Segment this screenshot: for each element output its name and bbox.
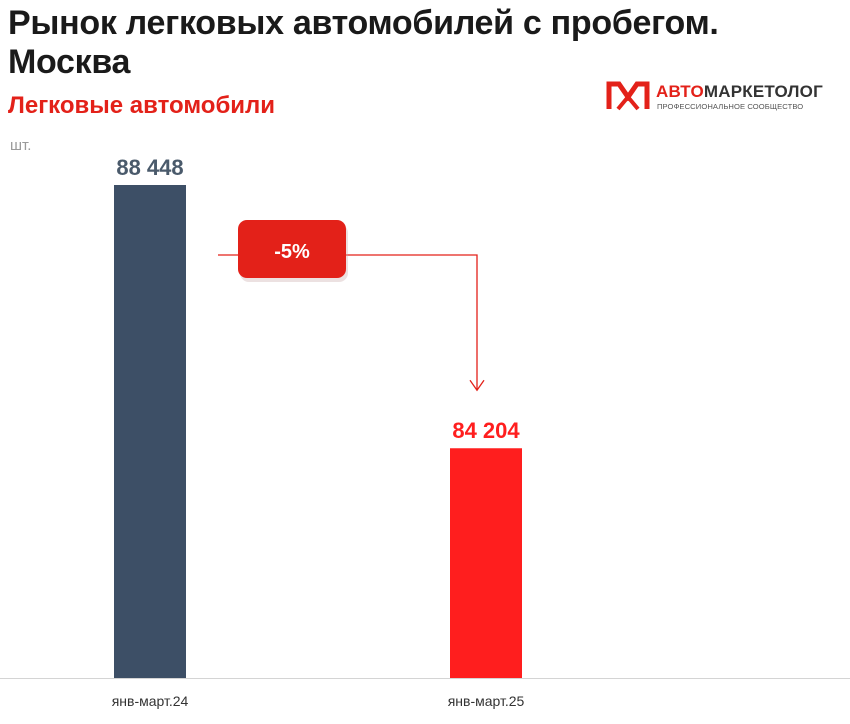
change-badge-label: -5% <box>274 241 310 263</box>
bar-2 <box>450 448 522 678</box>
data-label-2: 84 204 <box>452 418 520 443</box>
logo-name: АВТОМАРКЕТОЛОГ <box>656 82 823 102</box>
chart-title: Рынок легковых автомобилей с пробегом. М… <box>8 4 719 81</box>
logo-name-suffix: МАРКЕТОЛОГ <box>703 82 823 101</box>
data-label-1: 88 448 <box>116 155 183 180</box>
logo-tagline: ПРОФЕССИОНАЛЬНОЕ СООБЩЕСТВО <box>657 102 804 111</box>
bar-1 <box>114 185 186 678</box>
x-tick-label-1: янв-март.24 <box>112 693 189 709</box>
logo-name-prefix: АВТО <box>656 82 704 101</box>
change-arrow-head <box>469 379 485 392</box>
x-tick-label-2: янв-март.25 <box>448 693 525 709</box>
change-badge <box>238 220 346 278</box>
chart-subtitle: Легковые автомобили <box>8 92 276 119</box>
logo-mark-icon <box>606 81 650 111</box>
brand-logo: АВТОМАРКЕТОЛОГ ПРОФЕССИОНАЛЬНОЕ СООБЩЕСТ… <box>606 80 842 116</box>
y-unit-label: шт. <box>10 137 32 154</box>
